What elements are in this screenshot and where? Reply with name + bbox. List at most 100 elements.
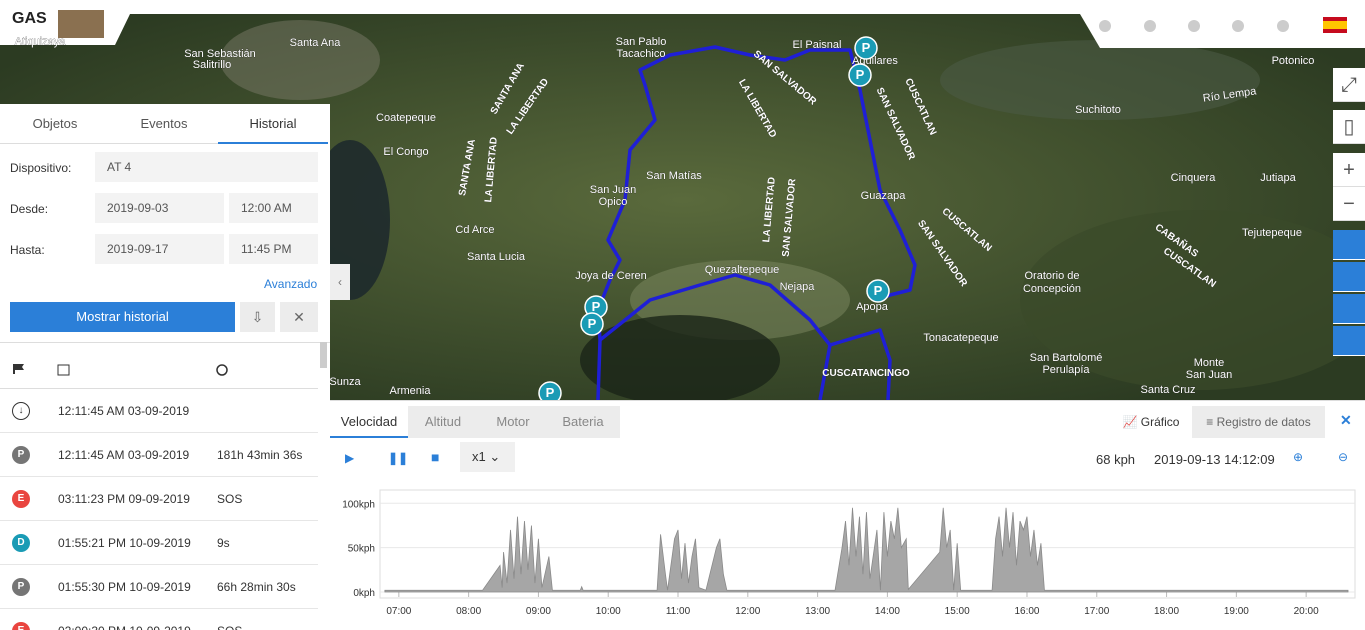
map-label: Atiquizaya: [15, 36, 67, 48]
map-label: Santa Lucia: [467, 251, 526, 263]
from-label: Desde:: [10, 202, 49, 216]
event-time: 01:55:30 PM 10-09-2019: [58, 580, 191, 594]
map-label: San Sebastián: [184, 48, 256, 60]
event-badge: E: [12, 622, 30, 630]
map-label: El Congo: [383, 146, 428, 158]
zoom-in-chart[interactable]: ⊕: [1293, 450, 1304, 464]
device-label: Dispositivo:: [10, 161, 72, 175]
export-button[interactable]: ⇩: [240, 302, 275, 332]
from-time[interactable]: 12:00 AM: [229, 193, 318, 223]
event-badge: D: [12, 534, 30, 552]
event-time: 12:11:45 AM 03-09-2019: [58, 448, 190, 462]
event-time: 01:55:21 PM 10-09-2019: [58, 536, 191, 550]
map-label: Potonico: [1272, 55, 1315, 67]
sidebar: Objetos Eventos Historial Dispositivo: AT …: [0, 104, 330, 630]
show-history-button[interactable]: Mostrar historial: [10, 302, 235, 332]
parking-marker-label: P: [862, 40, 871, 55]
zoom-out[interactable]: −: [1333, 187, 1365, 221]
map-label: San Matías: [646, 170, 702, 182]
play-button[interactable]: ▶: [345, 451, 355, 465]
event-row[interactable]: ↓ 12:11:45 AM 03-09-2019: [0, 389, 318, 433]
speed-select[interactable]: x1 ⌄: [460, 442, 515, 472]
tool-button[interactable]: [1333, 230, 1365, 260]
map-label: San Bartolomé: [1030, 352, 1103, 364]
to-time[interactable]: 11:45 PM: [229, 234, 318, 264]
zoom-in[interactable]: +: [1333, 153, 1365, 187]
tool-button[interactable]: [1333, 326, 1365, 356]
parking-marker-label: P: [874, 283, 883, 298]
event-badge: P: [12, 446, 30, 464]
map-label: CUSCATANCINGO: [822, 368, 910, 379]
bottom-tab[interactable]: Bateria: [562, 414, 604, 429]
parking-marker-label: P: [856, 67, 865, 82]
event-info: 66h 28min 30s: [217, 580, 296, 594]
event-time: 12:11:45 AM 03-09-2019: [58, 404, 190, 418]
event-row[interactable]: D 01:55:21 PM 10-09-2019 9s: [0, 521, 318, 565]
event-row[interactable]: P 01:55:30 PM 10-09-2019 66h 28min 30s: [0, 565, 318, 609]
stop-button[interactable]: ■: [431, 449, 440, 465]
sidebar-tab[interactable]: Objetos: [0, 104, 110, 144]
map-label: Nejapa: [780, 281, 816, 293]
to-date[interactable]: 2019-09-17: [95, 234, 224, 264]
event-row[interactable]: E 02:00:30 PM 10-09-2019 SOS: [0, 609, 318, 630]
map-label: Coatepeque: [376, 112, 436, 124]
map-label: San Juan: [1186, 369, 1232, 381]
data-view-tab[interactable]: ≡ Registro de datos: [1192, 406, 1325, 438]
current-speed: 68 kph: [1096, 452, 1136, 467]
map-label: Salitrillo: [193, 59, 232, 71]
parking-marker-label: P: [588, 316, 597, 331]
map-label: Cd Arce: [455, 224, 494, 236]
map: Atiquizaya Santa Ana San SebastiánSalitril…: [0, 0, 1365, 400]
close-button[interactable]: ✕: [1340, 412, 1352, 428]
map-label: Armenia: [390, 385, 432, 397]
view-label: Gráfico: [1140, 415, 1180, 429]
map-label: Santa Cruz: [1140, 384, 1195, 396]
tool-button[interactable]: [1333, 262, 1365, 292]
collapse-button[interactable]: ‹: [330, 264, 350, 300]
map-label: Quezaltepeque: [705, 264, 780, 276]
map-label: Apopa: [856, 301, 889, 313]
map-label: Oratorio de: [1024, 270, 1079, 282]
event-row[interactable]: P 12:11:45 AM 03-09-2019 181h 43min 36s: [0, 433, 318, 477]
parking-marker: [848, 63, 872, 87]
map-label: Sunza: [329, 376, 361, 388]
parking-marker: [866, 279, 890, 303]
map-label: Concepción: [1023, 283, 1081, 295]
map-label: Monte: [1194, 357, 1225, 369]
device-select[interactable]: AT 4: [95, 152, 318, 182]
map-label: Tejutepeque: [1242, 227, 1302, 239]
bottom-panel: Velocidad Altitud Motor Bateria 📈 Gráfico ≡…: [330, 400, 1365, 630]
pause-button[interactable]: ❚❚: [388, 451, 409, 465]
sidebar-tab[interactable]: Historial: [218, 104, 328, 144]
event-badge: E: [12, 490, 30, 508]
from-date[interactable]: 2019-09-03: [95, 193, 224, 223]
zoom-out-chart[interactable]: ⊖: [1338, 450, 1349, 464]
bottom-tab[interactable]: Velocidad: [330, 406, 408, 438]
layers-button[interactable]: ▯: [1333, 110, 1365, 144]
map-label: Suchitoto: [1075, 104, 1121, 116]
sidebar-tab[interactable]: Eventos: [109, 104, 219, 144]
fullscreen-button[interactable]: ⤢: [1333, 68, 1365, 102]
event-info: SOS: [217, 492, 243, 506]
parking-marker-label: P: [592, 299, 601, 314]
tool-button[interactable]: [1333, 294, 1365, 324]
parking-marker-label: P: [546, 385, 555, 400]
clear-button[interactable]: ✕: [280, 302, 318, 332]
view-label: Registro de datos: [1216, 415, 1311, 429]
event-icon: ↓: [12, 402, 30, 420]
advanced-link[interactable]: Avanzado: [264, 277, 318, 291]
current-datetime: 2019-09-13 14:12:09: [1154, 452, 1275, 467]
event-time: 02:00:30 PM 10-09-2019: [58, 624, 191, 630]
event-info: 9s: [217, 536, 230, 550]
bottom-tab[interactable]: Motor: [496, 414, 530, 429]
top-icons: [1099, 17, 1347, 33]
event-row[interactable]: E 03:11:23 PM 09-09-2019 SOS: [0, 477, 318, 521]
logo[interactable]: GAS: [12, 10, 104, 40]
bottom-tab[interactable]: Altitud: [424, 414, 462, 429]
event-time: 03:11:23 PM 09-09-2019: [58, 492, 190, 506]
chart-view-tab[interactable]: 📈 Gráfico: [1110, 406, 1192, 438]
map-label: Tonacatepeque: [923, 332, 998, 344]
map-label: Cinquera: [1171, 172, 1217, 184]
map-label: Jutiapa: [1260, 172, 1296, 184]
